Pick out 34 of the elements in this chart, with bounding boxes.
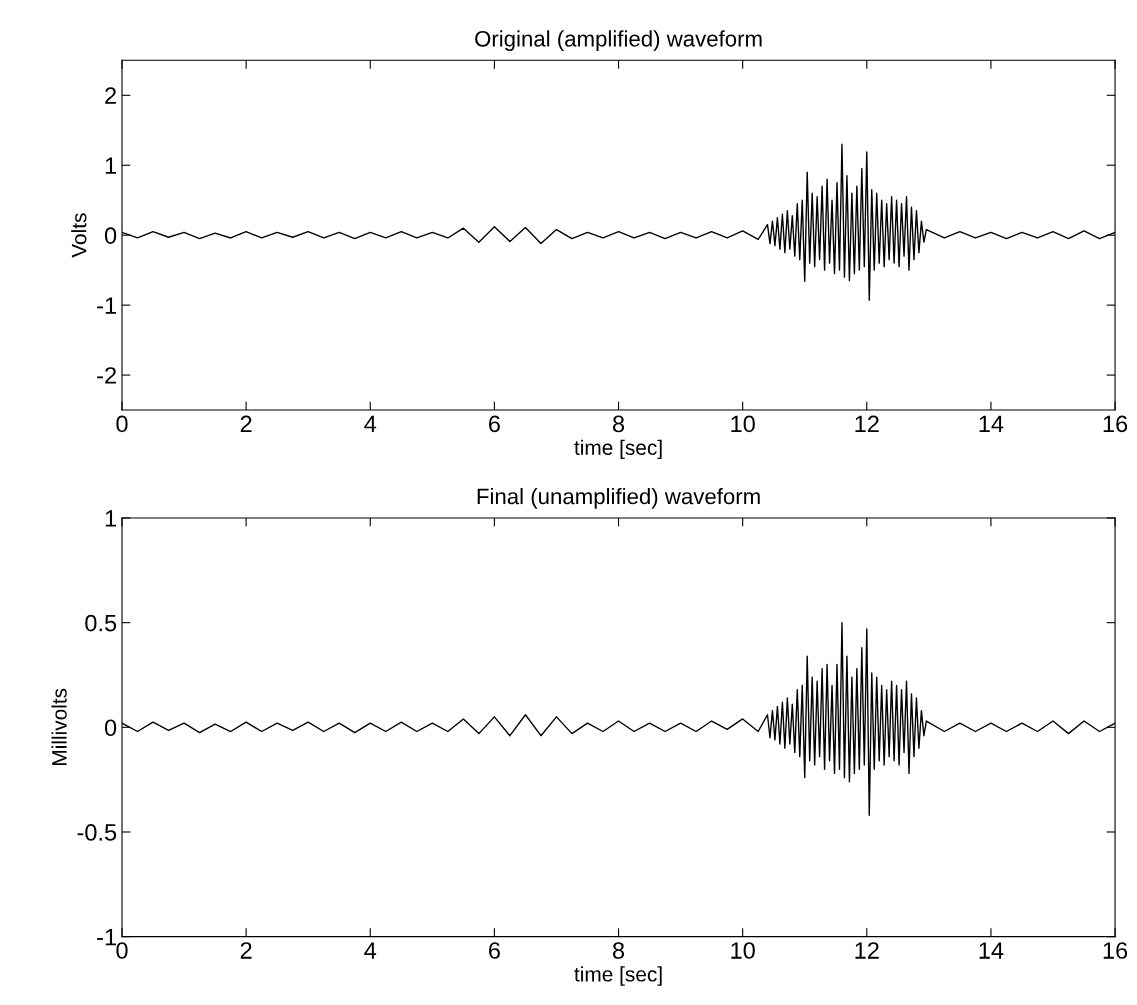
- y-tick-label: 1: [105, 157, 116, 174]
- x-tick-label: 0: [116, 415, 128, 433]
- y-tick-label: -0.5: [77, 824, 117, 841]
- x-tick-label: 14: [979, 942, 1004, 959]
- y-tick-label: -1: [97, 928, 116, 946]
- x-tick-label: 16: [1103, 415, 1128, 433]
- x-tick-label: 6: [489, 942, 500, 959]
- x-tick-label: 8: [612, 942, 625, 959]
- x-tick-label: 2: [240, 942, 252, 959]
- x-tick-label: 0: [116, 942, 128, 959]
- x-tick-label: 6: [489, 415, 500, 433]
- x-tick-label: 2: [240, 415, 252, 433]
- x-tick-label: 8: [612, 415, 625, 433]
- x-tick-label: 12: [855, 942, 879, 959]
- x-tick-label: 4: [364, 415, 377, 433]
- y-tick-label: -1: [97, 297, 116, 314]
- y-tick-label: 0.5: [85, 614, 117, 632]
- y-tick-label: -2: [97, 367, 116, 384]
- y-tick-label: 1: [105, 510, 116, 527]
- y-tick-label: 0: [104, 227, 117, 244]
- y-tick-label: 2: [105, 87, 116, 104]
- x-tick-label: 10: [731, 942, 755, 959]
- y-axis-title: Volts: [71, 213, 87, 258]
- y-tick-label: 0: [104, 719, 117, 737]
- x-axis-title: time [sec]: [574, 966, 662, 986]
- x-axis-title: time [sec]: [574, 439, 662, 460]
- x-tick-label: 12: [855, 415, 879, 433]
- x-tick-label: 10: [731, 415, 755, 433]
- chart-title: Original (amplified) waveform: [475, 30, 762, 52]
- chart-title: Final (unamplified) waveform: [477, 487, 760, 509]
- x-tick-label: 16: [1103, 942, 1128, 959]
- x-tick-label: 4: [364, 942, 377, 959]
- y-axis-title: Millivolts: [51, 688, 67, 765]
- x-tick-label: 14: [979, 415, 1004, 433]
